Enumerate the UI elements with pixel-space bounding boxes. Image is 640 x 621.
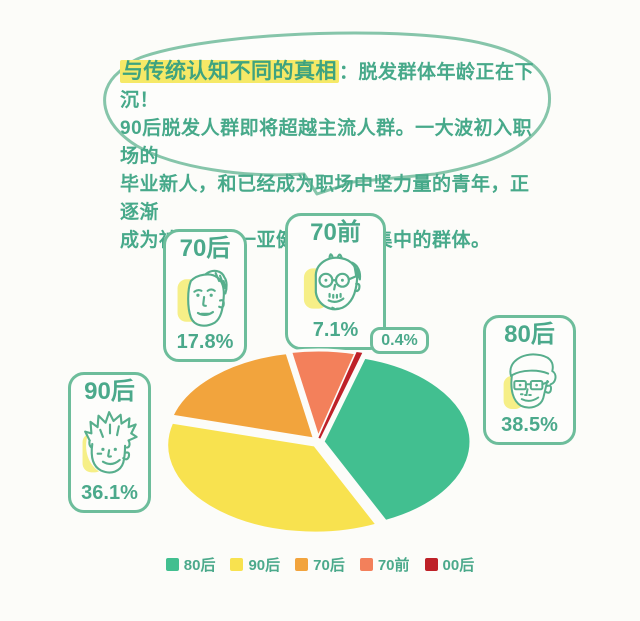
legend-item-80后: 80后 bbox=[165, 554, 216, 575]
callout-90hou-label: 90后 bbox=[84, 378, 135, 405]
mini-label-percent: 0.4% bbox=[381, 331, 418, 349]
callout-70hou-label: 70后 bbox=[179, 235, 231, 262]
pie-slice-70前 bbox=[289, 348, 358, 440]
legend-swatch-icon bbox=[230, 558, 244, 571]
pie-slice-00后 bbox=[318, 351, 363, 439]
callout-80hou: 80后 38.5% bbox=[483, 315, 576, 445]
pie-slice-70后 bbox=[170, 351, 317, 441]
legend-label: 90后 bbox=[248, 557, 281, 574]
bubble-line3: 毕业新人，和已经成为职场中坚力量的青年，正逐渐 bbox=[120, 174, 530, 223]
mini-label-00hou: 0.4% bbox=[370, 327, 429, 354]
old-man-glasses-face-icon bbox=[303, 252, 361, 310]
pie-chart bbox=[165, 348, 473, 535]
bubble-line1: ：脱发群体年龄正在下沉！ bbox=[120, 62, 535, 111]
pie-slice-80后 bbox=[321, 355, 473, 523]
legend: 80后 90后 70后 70前 00后 bbox=[0, 554, 640, 575]
legend-swatch-icon bbox=[165, 558, 179, 571]
bubble-title-highlight: 与传统认知不同的真相 bbox=[120, 60, 339, 83]
callout-90hou: 90后 36.1% bbox=[68, 372, 151, 513]
callout-70qian: 70前 7.1% bbox=[285, 213, 386, 350]
legend-item-90后: 90后 bbox=[230, 554, 280, 575]
young-man-glasses-face-icon bbox=[503, 353, 556, 410]
callout-70hou-percent: 17.8% bbox=[176, 331, 234, 353]
legend-label: 70后 bbox=[313, 557, 345, 574]
callout-80hou-label: 80后 bbox=[504, 321, 555, 348]
legend-item-70前: 70前 bbox=[359, 554, 410, 575]
young-man-messy-hair-face-icon bbox=[82, 410, 138, 474]
callout-70qian-percent: 7.1% bbox=[312, 319, 359, 341]
legend-label: 00后 bbox=[442, 557, 475, 574]
legend-item-70后: 70后 bbox=[295, 554, 345, 575]
pie-slice-90后 bbox=[165, 420, 379, 535]
legend-label: 70前 bbox=[377, 557, 410, 574]
bubble-line2: 90后脱发人群即将超越主流人群。一大波初入职场的 bbox=[120, 118, 533, 167]
balding-man-face-icon bbox=[177, 269, 228, 327]
legend-item-00后: 00后 bbox=[424, 554, 475, 575]
legend-swatch-icon bbox=[424, 558, 438, 571]
callout-70qian-label: 70前 bbox=[310, 219, 361, 246]
callout-80hou-percent: 38.5% bbox=[501, 414, 558, 436]
legend-label: 80后 bbox=[183, 557, 216, 574]
callout-90hou-percent: 36.1% bbox=[81, 482, 138, 504]
callout-70hou: 70后 17.8% bbox=[163, 229, 247, 362]
legend-swatch-icon bbox=[295, 558, 309, 571]
legend-swatch-icon bbox=[359, 558, 373, 571]
